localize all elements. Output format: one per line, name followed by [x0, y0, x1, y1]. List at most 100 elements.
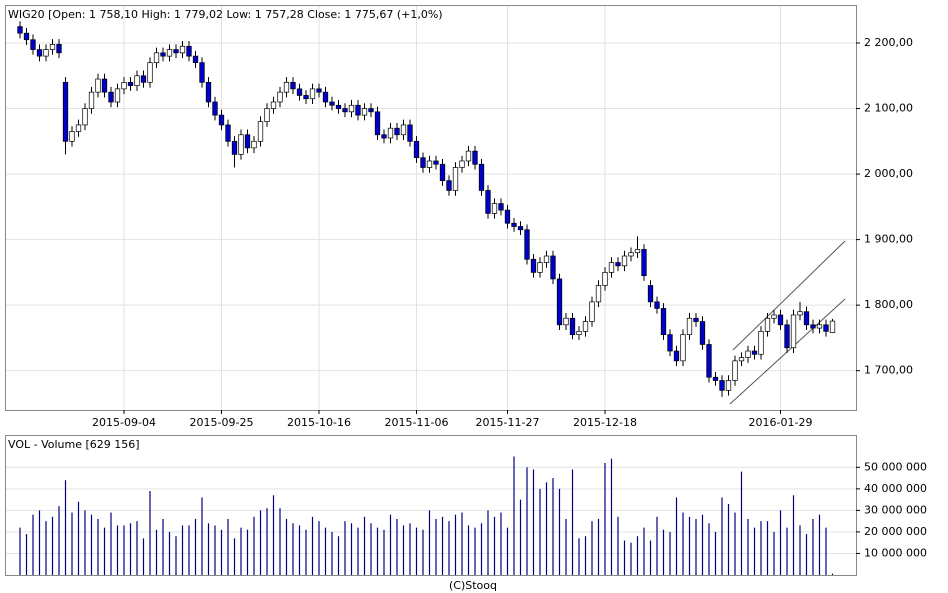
candle-body	[257, 121, 264, 142]
candle-body	[49, 43, 56, 50]
candle-body	[23, 32, 30, 41]
candle-body	[62, 81, 69, 142]
candle-body	[95, 78, 101, 93]
candle-body	[680, 334, 686, 362]
candle-body	[693, 317, 699, 322]
candle-body	[719, 380, 725, 391]
candle-body	[524, 229, 530, 260]
candle-body	[725, 380, 732, 391]
candle-body	[654, 301, 660, 309]
candle-body	[134, 75, 140, 86]
candle-body	[335, 104, 342, 109]
candle-body	[504, 209, 511, 224]
candle-body	[550, 255, 556, 280]
candle-body	[816, 324, 823, 329]
candle-body	[348, 104, 355, 113]
candle-body	[478, 163, 485, 191]
candle-body	[823, 324, 829, 332]
candle-body	[75, 124, 82, 132]
candle-body	[602, 272, 608, 286]
y-tick-label: 1 900,00	[864, 233, 913, 246]
candle-body	[537, 262, 543, 273]
candle-body	[147, 62, 153, 83]
candle-body	[309, 88, 316, 100]
y-tick-label: 2 000,00	[864, 167, 913, 180]
candle-body	[745, 350, 751, 358]
candle-body	[225, 124, 231, 142]
candle-body	[615, 262, 621, 267]
candle-body	[667, 334, 673, 352]
candle-body	[628, 252, 634, 257]
candle-body	[36, 49, 43, 57]
y-tick-label: 1 700,00	[864, 364, 913, 377]
candle-body	[329, 101, 335, 106]
candle-body	[797, 311, 803, 316]
candle-body	[777, 314, 784, 326]
candle-body	[290, 81, 296, 90]
price-title: WIG20 [Open: 1 758,10 High: 1 779,02 Low…	[8, 8, 443, 21]
candle-body	[270, 101, 277, 109]
candle-body	[316, 88, 322, 93]
candle-body	[660, 308, 667, 335]
candle-body	[641, 249, 647, 277]
candle-body	[420, 157, 426, 168]
candle-body	[368, 108, 374, 113]
candle-body	[355, 104, 361, 116]
candle-body	[498, 203, 504, 211]
x-tick-label: 2015-11-06	[385, 416, 449, 429]
candle-body	[394, 127, 400, 136]
candle-body	[413, 140, 420, 159]
price-frame	[5, 5, 857, 411]
candle-body	[459, 160, 465, 168]
candle-body	[634, 249, 641, 254]
candle-body	[238, 134, 244, 155]
candle-body	[283, 81, 290, 93]
candle-body	[608, 262, 615, 273]
x-tick-label: 2015-12-18	[573, 416, 637, 429]
candle-body	[589, 301, 595, 322]
candle-body	[192, 55, 199, 64]
candle-body	[140, 75, 147, 83]
candle-body	[569, 317, 576, 335]
x-tick-label: 2016-01-29	[749, 416, 813, 429]
candle-body	[582, 321, 589, 332]
candle-body	[829, 320, 836, 333]
x-tick-label: 2015-11-27	[476, 416, 540, 429]
candle-body	[88, 91, 95, 109]
y-tick-label: 40 000 000	[864, 482, 927, 495]
marks	[17, 21, 836, 575]
candle-body	[205, 81, 212, 103]
candle-body	[186, 45, 192, 57]
candle-body	[563, 317, 569, 326]
candle-body	[517, 226, 524, 231]
candle-body	[738, 357, 745, 362]
candle-body	[264, 108, 270, 123]
candle-body	[160, 52, 166, 57]
trend-channel-upper	[732, 240, 846, 351]
candle-body	[173, 49, 179, 54]
candle-body	[751, 350, 758, 355]
volume-title: VOL - Volume [629 156]	[8, 438, 140, 451]
grid	[6, 6, 856, 554]
volume-frame	[5, 435, 857, 576]
candle-body	[556, 278, 563, 326]
candle-body	[56, 43, 62, 54]
x-tick-label: 2015-09-25	[190, 416, 254, 429]
candle-body	[374, 111, 381, 136]
candle-body	[231, 140, 238, 155]
candle-body	[30, 39, 36, 50]
candle-body	[244, 134, 251, 149]
candle-body	[400, 124, 407, 136]
candle-body	[82, 108, 88, 126]
candle-body	[686, 317, 693, 335]
y-tick-label: 2 200,00	[864, 36, 913, 49]
y-tick-label: 30 000 000	[864, 503, 927, 516]
footer: (C)Stooq	[449, 579, 497, 592]
candle-body	[108, 91, 114, 103]
candle-body	[361, 108, 368, 116]
candle-body	[251, 140, 257, 149]
candle-body	[712, 376, 719, 381]
candle-body	[576, 331, 582, 335]
y-tick-label: 2 100,00	[864, 102, 913, 115]
